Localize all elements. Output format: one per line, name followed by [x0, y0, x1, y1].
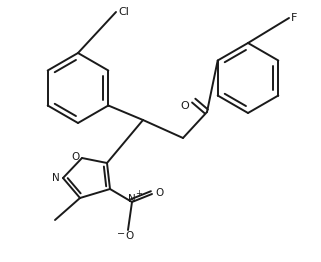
Text: N: N	[128, 194, 136, 204]
Text: O: O	[156, 188, 164, 198]
Text: −: −	[117, 229, 125, 239]
Text: +: +	[135, 189, 143, 199]
Text: O: O	[181, 101, 189, 111]
Text: F: F	[291, 13, 297, 23]
Text: O: O	[71, 152, 79, 162]
Text: N: N	[52, 173, 60, 183]
Text: Cl: Cl	[118, 7, 129, 17]
Text: O: O	[125, 231, 133, 241]
